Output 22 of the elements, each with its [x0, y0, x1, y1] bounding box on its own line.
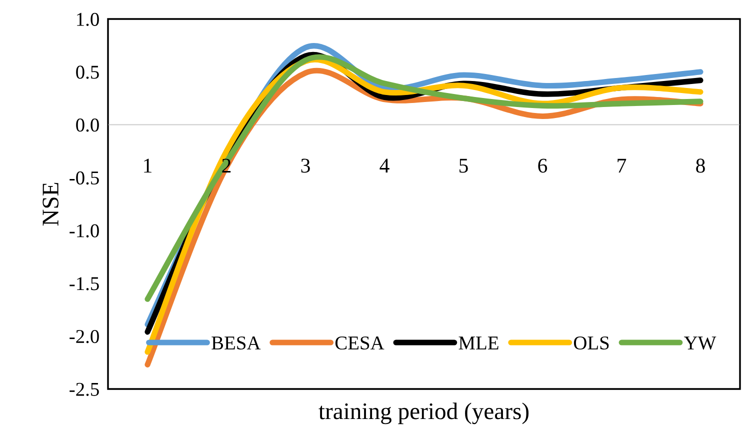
y-tick-label: -1.0 — [70, 224, 99, 238]
legend-label: BESA — [212, 336, 261, 350]
x-tick-label: 5 — [460, 158, 468, 173]
x-tick-label: 3 — [301, 158, 310, 173]
legend-label: OLS — [574, 336, 609, 350]
y-tick-label: -0.5 — [70, 171, 99, 185]
x-tick-label: 4 — [380, 158, 390, 173]
x-tick-label: 6 — [538, 158, 548, 173]
y-tick-label: 1.0 — [77, 12, 99, 26]
y-tick-label: -2.0 — [70, 330, 99, 344]
x-tick-label: 7 — [618, 158, 626, 173]
legend-label: CESA — [335, 336, 384, 350]
y-axis-title: NSE — [42, 182, 59, 226]
x-axis-title: training period (years) — [318, 402, 529, 424]
y-tick-label: -2.5 — [70, 382, 99, 396]
y-tick-label: 0.0 — [76, 118, 99, 132]
legend-label: YW — [684, 336, 716, 350]
x-tick-label: 8 — [696, 158, 705, 173]
x-tick-label: 1 — [144, 158, 152, 173]
y-tick-label: -1.5 — [70, 277, 99, 290]
y-tick-label: 0.5 — [76, 66, 99, 79]
legend-label: MLE — [458, 336, 498, 350]
